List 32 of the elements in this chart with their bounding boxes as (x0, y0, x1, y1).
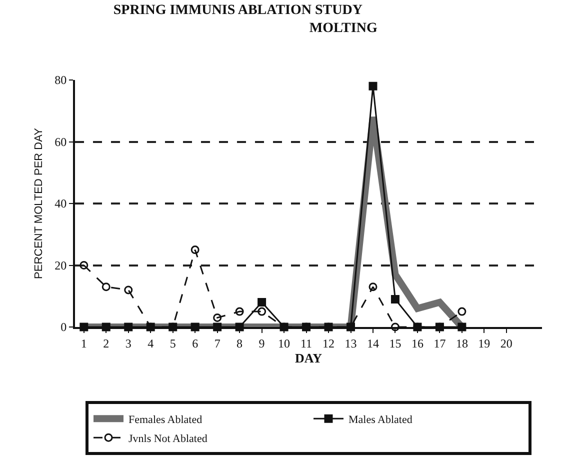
x-tick-label: 19 (478, 336, 490, 350)
legend-label: Males Ablated (348, 414, 413, 426)
x-tick-label: 2 (103, 336, 110, 350)
x-tick-label: 15 (389, 336, 402, 350)
x-tick-label: 6 (192, 336, 198, 350)
legend-label: Females Ablated (128, 414, 203, 426)
x-tick-label: 17 (434, 336, 446, 350)
y-tick-label: 60 (54, 134, 67, 149)
x-tick-label: 7 (214, 336, 220, 350)
x-tick-label: 11 (300, 336, 312, 350)
chart-title: SPRING IMMUNIS ABLATION STUDY (113, 3, 362, 18)
x-tick-label: 18 (456, 336, 468, 350)
y-tick-label: 0 (60, 320, 67, 334)
x-tick-label: 9 (258, 336, 265, 350)
x-tick-label: 16 (411, 336, 424, 350)
y-tick-label: 80 (54, 73, 67, 88)
x-tick-label: 8 (236, 336, 243, 350)
chart-subtitle: MOLTING (113, 21, 378, 36)
x-tick-label: 20 (500, 336, 512, 350)
x-tick-label: 13 (344, 336, 357, 350)
legend-label: Jvnls Not Ablated (128, 432, 208, 445)
y-axis-title: PERCENT MOLTED PER DAY (33, 127, 45, 279)
y-tick-label: 20 (54, 258, 67, 272)
x-tick-label: 14 (366, 336, 379, 350)
x-axis-title: DAY (295, 350, 323, 366)
x-tick-label: 4 (148, 336, 154, 350)
x-tick-label: 1 (80, 336, 87, 350)
x-tick-label: 3 (125, 336, 132, 350)
x-tick-label: 10 (278, 336, 290, 350)
y-tick-label: 40 (54, 196, 67, 211)
x-tick-label: 5 (170, 336, 176, 350)
x-tick-label: 12 (322, 336, 335, 350)
